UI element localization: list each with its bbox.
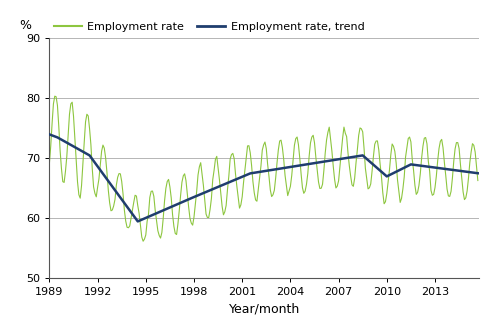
X-axis label: Year/month: Year/month [229,303,300,316]
Legend: Employment rate, Employment rate, trend: Employment rate, Employment rate, trend [49,17,369,36]
Text: %: % [19,19,31,32]
